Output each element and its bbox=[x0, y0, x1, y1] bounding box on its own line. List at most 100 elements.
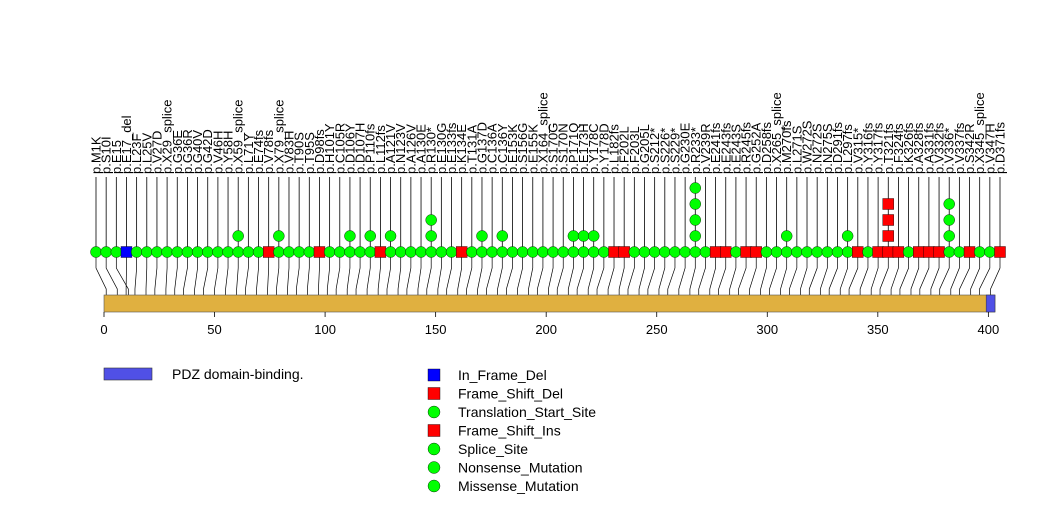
mutation-label: p.G205L bbox=[637, 124, 652, 174]
mutation-marker-circle bbox=[445, 246, 458, 258]
mutation-marker-circle bbox=[598, 246, 610, 258]
mutation-marker-circle bbox=[364, 246, 376, 258]
mutation-label: p.G252A bbox=[749, 122, 764, 174]
mutation-marker-square bbox=[720, 246, 732, 258]
mutation-label: p.Y317fs bbox=[871, 122, 886, 174]
mutation-label: p.N272S bbox=[810, 123, 825, 174]
position-connector bbox=[919, 252, 930, 295]
mutation-label: p.P110fs bbox=[363, 123, 378, 174]
position-connector bbox=[698, 252, 706, 295]
mutation-label: p.S156G bbox=[515, 123, 530, 174]
mutation-marker-circle bbox=[486, 246, 498, 258]
mutation-marker-circle bbox=[161, 246, 173, 258]
position-connector bbox=[647, 252, 656, 295]
mutation-marker-circle bbox=[435, 246, 448, 258]
mutation-marker-circle bbox=[425, 246, 437, 258]
mutation-marker-circle bbox=[689, 246, 701, 258]
mutation-label: p.G230E bbox=[678, 122, 693, 174]
mutation-marker-circle bbox=[334, 246, 346, 258]
position-connector bbox=[426, 252, 432, 295]
mutation-marker-circle bbox=[689, 198, 701, 210]
mutation-marker-circle bbox=[100, 246, 112, 258]
position-connector bbox=[828, 252, 838, 295]
mutation-label: p.N275S bbox=[820, 123, 835, 174]
position-connector bbox=[789, 252, 798, 295]
mutation-marker-circle bbox=[659, 246, 671, 258]
mutation-label: p.M270fs bbox=[779, 120, 794, 174]
mutation-marker-circle bbox=[212, 246, 224, 258]
mutation-label: p.C105R bbox=[332, 123, 347, 174]
mutation-marker-circle bbox=[943, 198, 955, 210]
mutation-label: p.R245fs bbox=[739, 121, 754, 174]
position-connector bbox=[870, 252, 879, 295]
legend-label-mutation: Frame_Shift_Ins bbox=[458, 423, 561, 439]
mutation-marker-circle bbox=[841, 230, 854, 242]
position-connector bbox=[466, 252, 473, 295]
position-connector bbox=[145, 252, 148, 295]
mutation-label: p.S10I bbox=[99, 136, 114, 174]
position-connector bbox=[256, 252, 259, 295]
mutation-marker-circle bbox=[648, 246, 661, 258]
legend-label-domain: PDZ domain-binding. bbox=[172, 366, 304, 382]
mutation-label: p.E74fs bbox=[251, 129, 266, 174]
mutation-marker-square bbox=[750, 246, 762, 258]
mutation-marker-circle bbox=[506, 246, 519, 258]
x-tick-label: 100 bbox=[314, 322, 336, 337]
mutation-label: p.V336* bbox=[942, 128, 957, 174]
mutation-marker-circle bbox=[770, 246, 783, 258]
mutation-label: p.V27D bbox=[149, 131, 164, 174]
mutation-marker-circle bbox=[395, 246, 407, 258]
mutation-marker-circle bbox=[415, 246, 427, 258]
legend-swatch-square bbox=[427, 424, 441, 437]
mutation-marker-circle bbox=[425, 214, 437, 226]
mutation-marker-circle bbox=[537, 246, 549, 258]
mutation-marker-square bbox=[313, 246, 326, 258]
mutation-marker-square bbox=[852, 246, 864, 258]
position-connector bbox=[979, 252, 991, 295]
mutation-marker-circle bbox=[943, 214, 955, 226]
position-connector bbox=[890, 252, 899, 295]
position-connector bbox=[536, 252, 544, 295]
mutation-label: p.A328fs bbox=[911, 122, 926, 174]
position-connector bbox=[203, 252, 209, 295]
position-connector bbox=[950, 252, 960, 295]
mutation-label: p.L271S bbox=[789, 125, 804, 174]
position-connector bbox=[689, 252, 696, 295]
mutation-marker-circle bbox=[638, 246, 651, 258]
x-tick-label: 400 bbox=[978, 322, 1000, 337]
position-connector bbox=[174, 252, 178, 295]
position-connector bbox=[780, 252, 788, 295]
position-connector bbox=[760, 252, 767, 295]
mutation-marker-circle bbox=[780, 230, 793, 242]
mutation-marker-circle bbox=[191, 246, 204, 258]
position-connector bbox=[287, 252, 290, 295]
mutation-label: p.X59_splice bbox=[231, 100, 246, 174]
x-tick-label: 350 bbox=[867, 322, 889, 337]
mutation-marker-square bbox=[740, 246, 752, 258]
mutation-marker-circle bbox=[628, 246, 641, 258]
legend-label-mutation: Translation_Start_Site bbox=[458, 404, 596, 420]
mutation-marker-square bbox=[963, 246, 976, 258]
mutation-label: p.L23F bbox=[129, 133, 144, 174]
position-connector bbox=[596, 252, 605, 295]
position-connector bbox=[567, 252, 574, 295]
mutation-marker-circle bbox=[577, 246, 590, 258]
mutation-label: p.T90S bbox=[292, 132, 307, 174]
mutation-marker-circle bbox=[252, 246, 265, 258]
mutation-label: p.K134E bbox=[454, 124, 469, 174]
mutation-label: p.L25V bbox=[139, 132, 154, 174]
legend-swatch-circle bbox=[427, 442, 441, 456]
mutation-marker-square bbox=[923, 246, 935, 258]
mutation-marker-circle bbox=[547, 246, 559, 258]
position-connector bbox=[618, 252, 625, 295]
mutation-marker-circle bbox=[516, 246, 529, 258]
position-connector bbox=[718, 252, 727, 295]
mutation-marker-square bbox=[709, 246, 722, 258]
mutation-label: p.D98fs bbox=[312, 129, 327, 174]
mutation-label: p.E130G bbox=[434, 123, 449, 174]
mutation-marker-circle bbox=[476, 246, 488, 258]
position-connector bbox=[819, 252, 828, 295]
legend: PDZ domain-binding. In_Frame_Del Frame_Shi… bbox=[103, 366, 596, 494]
position-connector bbox=[658, 252, 666, 295]
mutation-marker-square bbox=[882, 246, 894, 258]
